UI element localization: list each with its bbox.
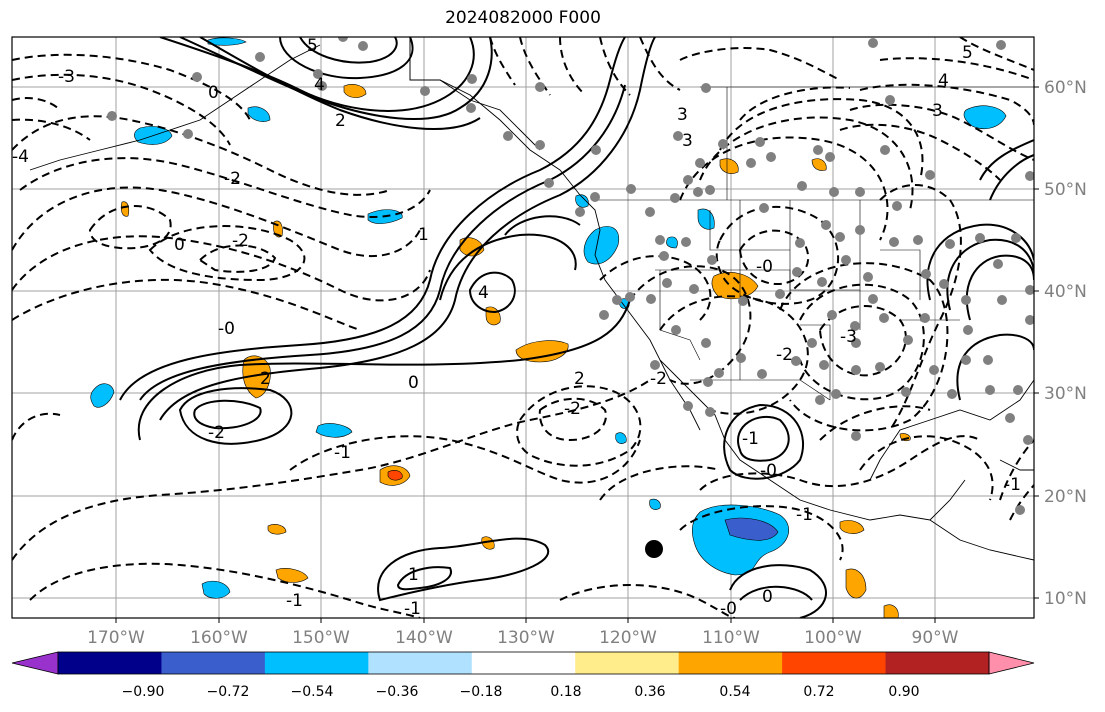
- contour-label: -0: [720, 599, 737, 619]
- colorbar-tick-label: 0.90: [888, 684, 919, 700]
- contour-label: -3: [58, 67, 75, 87]
- contours-positive: [119, 37, 1034, 618]
- contour-label: -0: [760, 461, 777, 481]
- colorbar-segment: [575, 652, 680, 674]
- map-frame: [11, 36, 1035, 619]
- station-dots: [107, 37, 1034, 515]
- contour-label: 0: [408, 373, 419, 393]
- shading-negative: [90, 37, 1007, 599]
- lat-label: 40°N: [1044, 282, 1087, 302]
- contour-label: 5: [962, 43, 973, 63]
- latitude-labels: 60°N 50°N 40°N 30°N 20°N 10°N: [1034, 78, 1087, 609]
- contour-label: 0: [174, 235, 185, 255]
- contour-label: -2: [776, 345, 793, 365]
- shading-positive: [120, 84, 911, 618]
- contour-label: -2: [232, 231, 249, 251]
- lon-label: 120°W: [599, 628, 657, 648]
- map-background: [12, 37, 1034, 618]
- lat-label: 50°N: [1044, 180, 1087, 200]
- tropical-system-dot: [645, 540, 663, 558]
- contour-label: -1: [286, 591, 303, 611]
- colorbar-tick-label: 0.18: [550, 684, 581, 700]
- lon-label: 90°W: [912, 628, 959, 648]
- map-panel: 5 4 3 2 0 3 1 4 -2 0 -2 -0 2 -2 0 -1 -2 …: [11, 36, 1035, 619]
- lon-label: 160°W: [190, 628, 248, 648]
- contour-label: -1: [796, 505, 813, 525]
- contour-label: 2: [335, 111, 346, 131]
- contour-label: -1: [1004, 475, 1021, 495]
- colorbar-segments: [11, 651, 1035, 675]
- longitude-labels: 170°W 160°W 150°W 140°W 130°W 120°W 110°…: [87, 618, 959, 648]
- colorbar-segment: [368, 652, 473, 674]
- contour-label: -1: [334, 443, 351, 463]
- contour-label: -2: [224, 169, 241, 189]
- colorbar-segment: [161, 652, 266, 674]
- lon-label: 170°W: [87, 628, 145, 648]
- colorbar-tick-label: −0.54: [291, 684, 334, 700]
- lon-label: 100°W: [804, 628, 862, 648]
- colorbar-segment: [264, 652, 369, 674]
- colorbar-segment: [471, 652, 576, 674]
- colorbar-extend-low: [11, 651, 59, 675]
- contour-label: 0: [762, 587, 773, 607]
- contour-label: 3: [682, 131, 693, 151]
- contour-label: -0: [756, 257, 773, 277]
- lat-label: 10°N: [1044, 589, 1087, 609]
- lat-label: 30°N: [1044, 384, 1087, 404]
- contour-label: -2: [650, 369, 667, 389]
- contour-label: 4: [314, 75, 325, 95]
- colorbar-tick-label: −0.72: [207, 684, 250, 700]
- colorbar-segment: [678, 652, 783, 674]
- contour-label: 2: [574, 369, 585, 389]
- contour-labels: 5 4 3 2 0 3 1 4 -2 0 -2 -0 2 -2 0 -1 -2 …: [12, 36, 1021, 619]
- contour-label: -2: [564, 399, 581, 419]
- lat-label: 60°N: [1044, 78, 1087, 98]
- contour-label: 0: [208, 83, 219, 103]
- graticule: [12, 37, 1034, 618]
- contour-label: -1: [404, 599, 421, 619]
- contour-label: 3: [932, 101, 943, 121]
- contour-label: 4: [478, 283, 489, 303]
- colorbar-tick-label: 0.54: [719, 684, 750, 700]
- colorbar-tick-label: −0.90: [122, 684, 165, 700]
- colorbar-tick-label: 0.72: [803, 684, 834, 700]
- contour-label: -0: [218, 319, 235, 339]
- colorbar: −0.90 −0.72 −0.54 −0.36 −0.18 0.18 0.36 …: [11, 651, 1035, 700]
- contour-label: -2: [208, 423, 225, 443]
- contour-label: 5: [307, 36, 318, 56]
- contour-label: 1: [408, 565, 419, 585]
- contour-label: 4: [938, 71, 949, 91]
- coastlines: [29, 37, 1034, 561]
- contour-label: 2: [260, 369, 271, 389]
- contour-label: -1: [742, 429, 759, 449]
- contour-label: -4: [12, 147, 29, 167]
- colorbar-tick-label: −0.18: [460, 684, 503, 700]
- lat-label: 20°N: [1044, 487, 1087, 507]
- colorbar-outline: [57, 651, 990, 675]
- colorbar-tick-label: 0.36: [634, 684, 665, 700]
- lon-label: 140°W: [395, 628, 453, 648]
- colorbar-segment: [58, 652, 162, 674]
- lon-label: 130°W: [497, 628, 555, 648]
- lon-label: 110°W: [702, 628, 760, 648]
- contours-negative: [12, 37, 1034, 618]
- colorbar-ticks: −0.90 −0.72 −0.54 −0.36 −0.18 0.18 0.36 …: [122, 684, 920, 700]
- map-title: 2024082000 F000: [445, 8, 601, 28]
- contour-label: 1: [418, 225, 429, 245]
- colorbar-segment: [885, 652, 990, 674]
- colorbar-segment: [782, 652, 887, 674]
- colorbar-extend-high: [988, 651, 1035, 675]
- contour-label: 3: [677, 105, 688, 125]
- colorbar-tick-label: −0.36: [376, 684, 419, 700]
- contour-label: -3: [840, 327, 857, 347]
- lon-label: 150°W: [292, 628, 350, 648]
